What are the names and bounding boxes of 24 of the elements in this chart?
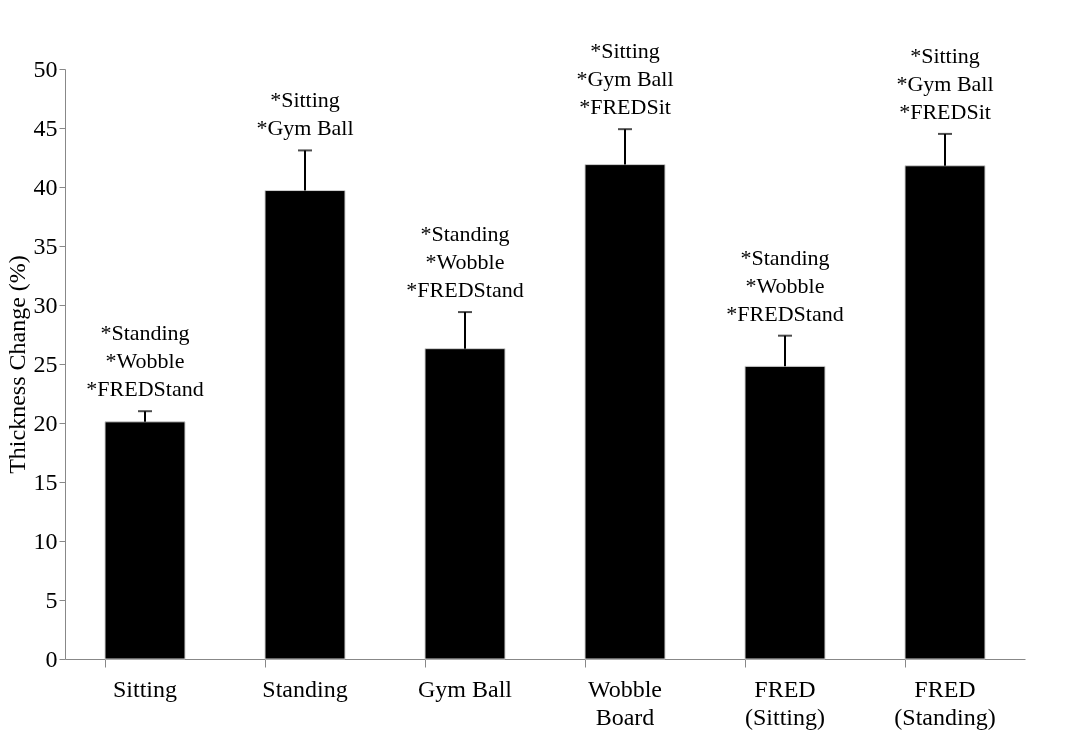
y-tick-label: 0	[45, 645, 58, 672]
y-tick-label: 10	[33, 527, 58, 554]
x-tick-label: Gym Ball	[418, 675, 513, 702]
x-tick-label: FRED (Standing)	[894, 675, 996, 730]
y-tick-label: 30	[33, 291, 58, 318]
y-tick-label: 15	[33, 468, 58, 495]
y-tick-label: 5	[45, 586, 58, 613]
annotation: *Sitting *Gym Ball *FREDSit	[576, 38, 674, 120]
annotation: *Sitting *Gym Ball *FREDSit	[896, 42, 994, 124]
annotation: *Standing *Wobble *FREDStand	[406, 221, 524, 303]
y-tick-label: 50	[33, 55, 58, 82]
y-tick-label: 40	[33, 173, 58, 200]
y-axis-title: Thickness Change (%)	[3, 255, 30, 474]
x-tick-label: Sitting	[112, 675, 178, 702]
annotation: *Standing *Wobble *FREDStand	[726, 244, 844, 326]
x-tick-label: Wobble Board	[587, 675, 663, 730]
y-tick-label: 20	[33, 409, 58, 436]
y-tick-label: 35	[33, 232, 58, 259]
y-tick-label: 45	[33, 114, 58, 141]
annotation: *Standing *Wobble *FREDStand	[86, 320, 204, 402]
x-tick-label: Standing	[262, 675, 348, 702]
y-tick-label: 25	[33, 350, 58, 377]
annotation: *Sitting *Gym Ball	[256, 87, 354, 141]
x-tick-label: FRED (Sitting)	[744, 675, 826, 730]
